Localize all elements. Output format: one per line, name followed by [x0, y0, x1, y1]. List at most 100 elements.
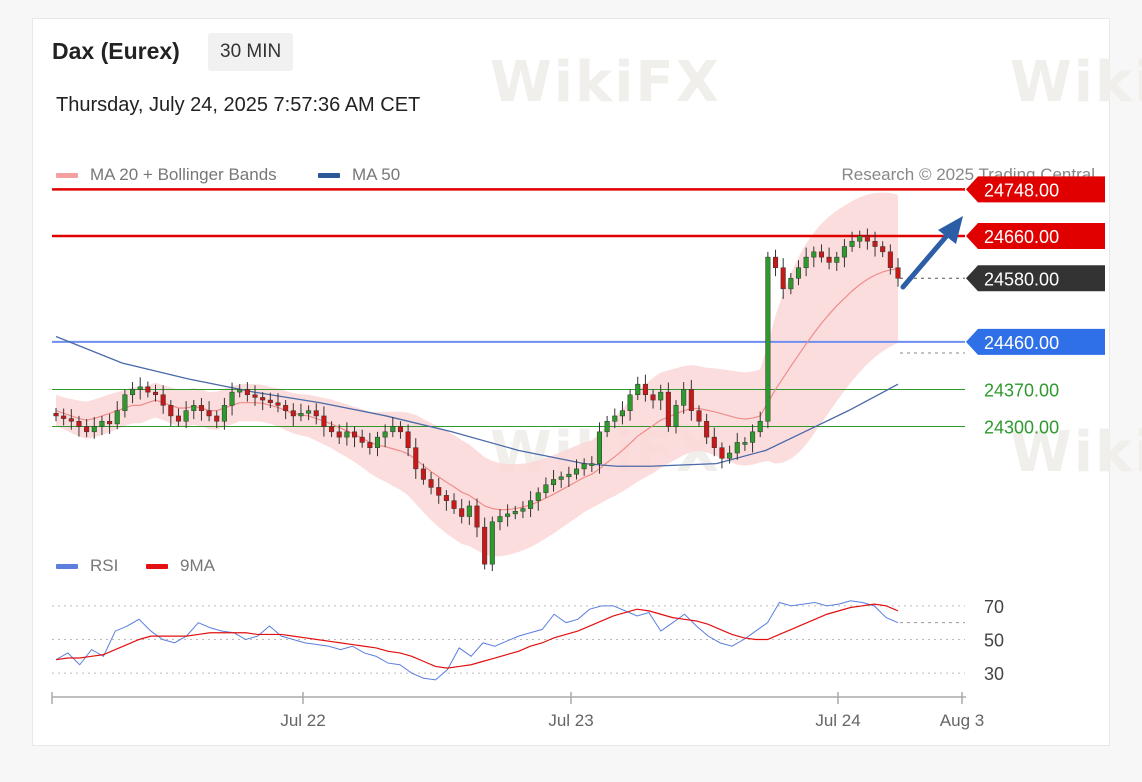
ma50-line: [55, 335, 899, 467]
candle: [780, 267, 786, 290]
candle: [857, 235, 863, 242]
candle: [198, 405, 204, 411]
arrow-head-icon: [938, 216, 963, 244]
candle: [566, 473, 572, 478]
legend-9ma[interactable]: 9MA: [146, 556, 215, 576]
candle: [880, 246, 886, 253]
candle: [344, 431, 350, 438]
candle: [459, 508, 465, 517]
level-label: 24300.00: [984, 418, 1059, 438]
candle: [773, 256, 779, 268]
candle: [734, 442, 740, 454]
candle: [864, 235, 870, 242]
candle: [765, 256, 771, 422]
candle: [145, 386, 151, 393]
candle: [267, 399, 273, 403]
candle: [321, 415, 327, 427]
bollinger-band: [56, 192, 898, 557]
legend-ma50[interactable]: MA 50: [318, 165, 400, 185]
candle: [53, 413, 59, 417]
legend-swatch-icon: [146, 563, 168, 569]
candle: [382, 431, 388, 438]
candle: [61, 415, 67, 419]
candle: [581, 463, 587, 470]
candle: [451, 500, 457, 509]
candle: [244, 389, 250, 396]
candle: [834, 256, 840, 263]
candle: [589, 463, 595, 466]
candle: [168, 405, 174, 417]
rsi-tick-label: 30: [984, 664, 1004, 684]
candle: [642, 383, 648, 396]
level-label: 24370.00: [984, 380, 1059, 400]
candle: [658, 391, 664, 401]
candle: [191, 405, 197, 411]
level-label: 24580.00: [984, 269, 1059, 289]
candle: [237, 389, 243, 393]
candle: [68, 418, 74, 422]
candle: [405, 431, 411, 448]
candle: [466, 505, 472, 517]
candle: [573, 468, 580, 475]
candle: [635, 383, 641, 396]
candle: [719, 447, 725, 459]
legend-swatch-icon: [318, 172, 340, 178]
candle: [367, 442, 373, 448]
candle: [107, 420, 113, 425]
candle: [283, 405, 289, 411]
candle: [130, 389, 136, 396]
candle: [681, 389, 687, 406]
legend-label: MA 50: [352, 165, 401, 184]
candle: [428, 479, 434, 488]
legend-swatch-icon: [56, 172, 78, 178]
legend-label: MA 20 + Bollinger Bands: [90, 165, 277, 184]
level-label: 24460.00: [984, 333, 1059, 353]
candle: [887, 251, 893, 268]
candle: [329, 426, 335, 433]
legend-rsi[interactable]: RSI: [56, 556, 118, 576]
candle: [290, 410, 296, 417]
candle: [818, 251, 824, 258]
level-tag: [966, 176, 1105, 203]
candle: [443, 495, 449, 501]
legend-ma20-bollinger[interactable]: MA 20 + Bollinger Bands: [56, 165, 277, 185]
candle: [895, 267, 901, 279]
candle: [275, 402, 281, 406]
candle: [175, 415, 181, 422]
candle: [206, 410, 212, 417]
level-label: 24660.00: [984, 227, 1059, 247]
candle: [688, 389, 694, 411]
candle: [795, 267, 802, 279]
chart-datetime: Thursday, July 24, 2025 7:57:36 AM CET: [56, 94, 421, 116]
candle: [704, 420, 710, 438]
chart-card: [32, 18, 1110, 746]
level-tag: [966, 222, 1105, 249]
candle: [160, 394, 166, 406]
candle: [543, 484, 549, 493]
candle: [665, 391, 671, 427]
candle: [535, 492, 541, 501]
candle: [788, 278, 794, 290]
candle: [727, 452, 733, 459]
candle: [841, 246, 847, 258]
legend-label: 9MA: [180, 556, 215, 575]
watermark: WikiFX: [1010, 50, 1142, 115]
candle: [298, 413, 304, 417]
candle: [650, 394, 656, 401]
candle: [489, 521, 495, 565]
candle: [114, 410, 120, 425]
candle: [849, 240, 855, 247]
candle: [757, 420, 763, 433]
candle: [390, 426, 396, 433]
instrument-title: Dax (Eurex): [52, 38, 180, 64]
candle: [627, 394, 633, 411]
candle: [512, 510, 518, 515]
candle: [122, 394, 128, 411]
candle: [397, 426, 403, 433]
candle: [528, 500, 534, 509]
candle: [742, 442, 748, 445]
candle: [420, 468, 426, 480]
candle: [336, 431, 342, 438]
timeframe-badge[interactable]: 30 MIN: [208, 33, 294, 71]
